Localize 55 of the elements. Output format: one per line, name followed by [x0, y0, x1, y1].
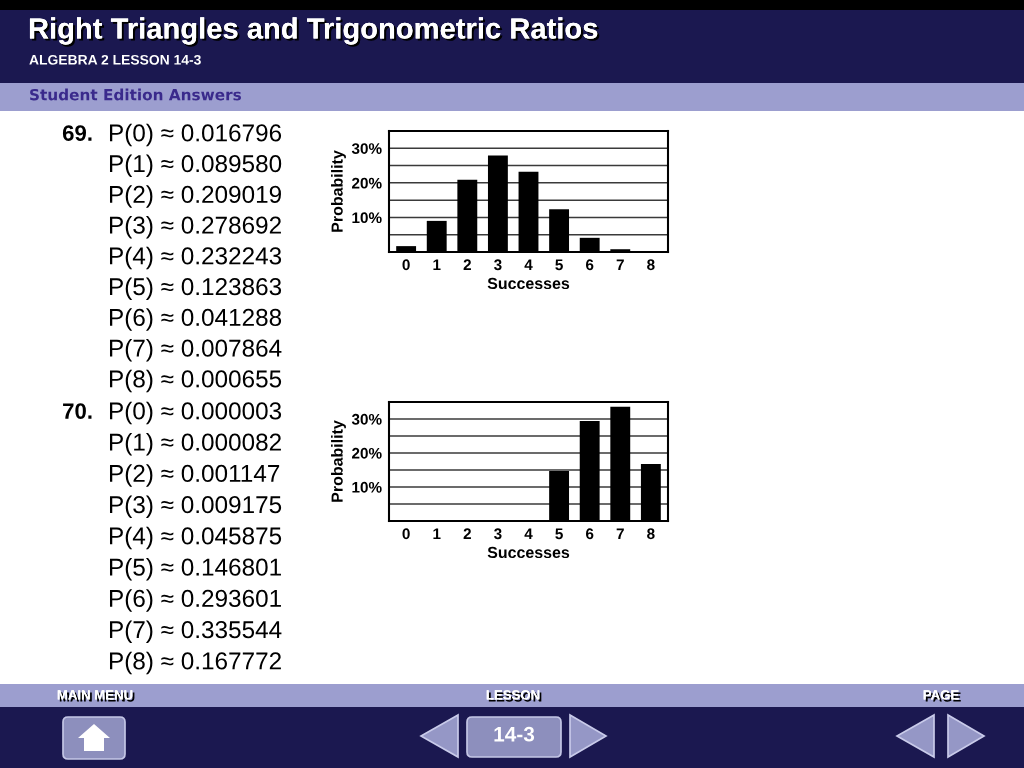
- text: PAGE: [923, 690, 961, 702]
- x-tick-label: 7: [616, 259, 624, 271]
- text: P(4) ≈ 0.045875: [109, 526, 282, 550]
- y-axis-title: Probability: [331, 150, 346, 232]
- x-tick-label: 1: [433, 528, 441, 540]
- text: ALGEBRA 2 LESSON 14-3: [29, 54, 201, 65]
- text: P(1) ≈ 0.089580: [109, 154, 282, 178]
- text: P(2) ≈ 0.209019: [109, 185, 281, 208]
- x-tick-label: 0: [402, 528, 410, 540]
- x-tick-label: 0: [402, 259, 410, 271]
- x-tick-label: 5: [555, 528, 563, 540]
- x-tick-label: 5: [555, 259, 563, 271]
- y-tick-label: 30%: [351, 413, 382, 425]
- text: P(6) ≈ 0.293601: [109, 589, 281, 612]
- text: 14-3: [494, 726, 535, 742]
- y-tick-label: 20%: [352, 447, 382, 459]
- x-axis-title: Successes: [487, 546, 570, 559]
- y-tick-label: 10%: [352, 212, 382, 224]
- y-tick-label: 30%: [351, 143, 382, 154]
- x-tick-label: 4: [524, 259, 533, 271]
- text: 69.: [62, 125, 92, 141]
- text: P(8) ≈ 0.000655: [109, 369, 282, 393]
- x-tick-label: 8: [647, 259, 655, 271]
- text: P(7) ≈ 0.335544: [109, 620, 282, 644]
- text: P(3) ≈ 0.009175: [109, 495, 282, 519]
- text: P(5) ≈ 0.123863: [109, 277, 282, 301]
- text: Student Edition Answers: [30, 88, 241, 101]
- x-tick-label: 4: [524, 528, 533, 540]
- text: P(5) ≈ 0.146801: [109, 557, 281, 581]
- text: MAIN MENU: [57, 690, 135, 702]
- y-tick-label: 10%: [352, 481, 382, 493]
- x-tick-label: 8: [647, 528, 655, 540]
- x-tick-label: 3: [494, 528, 502, 540]
- x-tick-label: 2: [463, 259, 471, 271]
- x-tick-label: 7: [616, 528, 624, 540]
- text: P(4) ≈ 0.232243: [109, 246, 282, 270]
- x-axis-title: Successes: [487, 277, 570, 290]
- text: LESSON: [486, 690, 542, 702]
- text: P(1) ≈ 0.000082: [109, 432, 281, 456]
- chart-title: Right Triangles and Trigonometric Ratios: [29, 17, 600, 47]
- y-tick-label: 20%: [352, 177, 382, 189]
- text: P(2) ≈ 0.001147: [109, 464, 280, 487]
- x-tick-label: 6: [585, 259, 594, 271]
- y-axis-title: Probability: [331, 420, 346, 502]
- text: P(0) ≈ 0.016796: [109, 123, 282, 147]
- x-tick-label: 1: [433, 259, 441, 271]
- x-tick-label: 3: [494, 259, 502, 271]
- text: P(3) ≈ 0.278692: [109, 215, 281, 239]
- x-tick-label: 6: [585, 528, 594, 540]
- x-tick-label: 2: [463, 528, 471, 540]
- text: P(8) ≈ 0.167772: [109, 651, 281, 675]
- text: P(7) ≈ 0.007864: [109, 338, 282, 362]
- text: 70.: [63, 403, 92, 419]
- text: P(6) ≈ 0.041288: [109, 308, 282, 331]
- text: P(0) ≈ 0.000003: [109, 401, 282, 425]
